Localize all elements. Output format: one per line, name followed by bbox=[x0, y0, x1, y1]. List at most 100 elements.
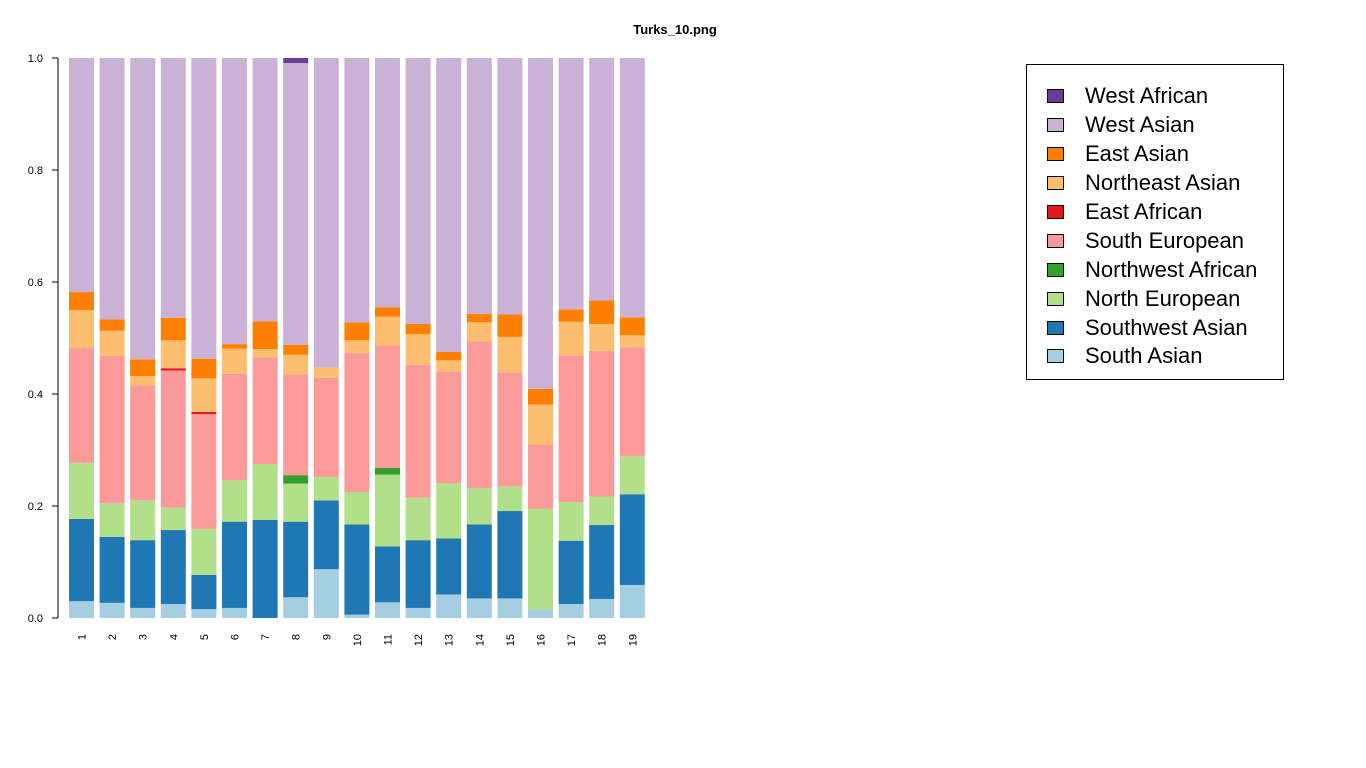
bar-segment bbox=[466, 341, 492, 489]
bar-segment bbox=[589, 58, 615, 301]
bar-segment bbox=[589, 350, 615, 497]
legend-label: South Asian bbox=[1085, 343, 1203, 369]
bar-segment bbox=[99, 58, 125, 320]
x-tick-label: 2 bbox=[107, 634, 119, 640]
legend-item: South European bbox=[1047, 226, 1283, 255]
legend-item: West Asian bbox=[1047, 111, 1283, 140]
bar-segment bbox=[130, 540, 156, 608]
bar-segment bbox=[375, 546, 400, 603]
bar-segment bbox=[99, 503, 125, 537]
bar-segment bbox=[99, 330, 125, 356]
bar-segment bbox=[528, 508, 553, 610]
bar-segment bbox=[130, 607, 156, 618]
bar-segment bbox=[375, 307, 400, 317]
bar-segment bbox=[283, 521, 309, 598]
bar-segment bbox=[160, 530, 186, 604]
bar-segment bbox=[375, 345, 400, 468]
bar-segment bbox=[558, 355, 584, 503]
bar-segment bbox=[375, 602, 400, 618]
chart-title: Turks_10.png bbox=[633, 22, 717, 37]
bar-segment bbox=[160, 317, 186, 341]
bar-segment bbox=[252, 357, 278, 464]
legend-item: North European bbox=[1047, 284, 1283, 313]
legend-label: West Asian bbox=[1085, 112, 1195, 138]
legend-swatch bbox=[1047, 205, 1064, 219]
bar-segment bbox=[497, 336, 523, 373]
bars-group bbox=[69, 58, 645, 618]
bar-segment bbox=[589, 496, 615, 526]
bar-segment bbox=[375, 316, 400, 346]
legend-label: Northeast Asian bbox=[1085, 170, 1241, 196]
legend-swatch bbox=[1047, 89, 1064, 104]
bar-segment bbox=[558, 502, 584, 541]
bar-segment bbox=[405, 364, 431, 498]
bar-segment bbox=[99, 536, 125, 603]
bar-segment bbox=[466, 524, 492, 599]
bar-segment bbox=[69, 292, 94, 310]
bar-segment bbox=[619, 335, 645, 348]
legend-item: East African bbox=[1047, 198, 1283, 227]
y-tick-label: 0.4 bbox=[28, 389, 43, 401]
bar-segment bbox=[436, 371, 462, 484]
bar-segment bbox=[191, 574, 217, 610]
x-tick-label: 13 bbox=[444, 634, 456, 646]
bar-segment bbox=[283, 344, 309, 355]
bar-segment bbox=[558, 309, 584, 322]
bar-segment bbox=[558, 604, 584, 618]
legend-swatch bbox=[1047, 262, 1064, 277]
bar-segment bbox=[558, 540, 584, 604]
bar-segment bbox=[252, 349, 278, 358]
bar-segment bbox=[313, 367, 339, 378]
legend-swatch bbox=[1047, 233, 1064, 248]
x-tick-label: 16 bbox=[536, 634, 548, 646]
bar-segment bbox=[222, 373, 247, 481]
bar-segment bbox=[99, 319, 125, 331]
bar-segment bbox=[69, 348, 94, 463]
legend-swatch bbox=[1047, 349, 1064, 364]
bar-segment bbox=[405, 607, 431, 618]
y-tick-label: 1.0 bbox=[28, 53, 43, 65]
bar-segment bbox=[466, 488, 492, 525]
bar-segment bbox=[222, 344, 247, 349]
bar-segment bbox=[466, 598, 492, 618]
bar-segment bbox=[344, 353, 370, 492]
bar-segment bbox=[313, 377, 339, 477]
bar-segment bbox=[191, 609, 217, 618]
x-tick-label: 3 bbox=[138, 634, 150, 640]
bar-segment bbox=[283, 597, 309, 618]
bar-segment bbox=[283, 58, 309, 64]
bar-segment bbox=[589, 324, 615, 351]
legend-item: Northeast Asian bbox=[1047, 169, 1283, 198]
bar-segment bbox=[589, 598, 615, 618]
bar-segment bbox=[222, 607, 247, 618]
x-tick-label: 12 bbox=[413, 634, 425, 646]
x-tick-label: 17 bbox=[566, 634, 578, 646]
legend-swatch bbox=[1047, 291, 1064, 306]
bar-segment bbox=[160, 370, 186, 508]
bar-segment bbox=[160, 368, 186, 371]
bar-segment bbox=[589, 300, 615, 324]
bar-segment bbox=[252, 520, 278, 618]
bar-segment bbox=[528, 609, 553, 618]
bar-segment bbox=[405, 334, 431, 365]
bar-segment bbox=[528, 404, 553, 445]
legend-item: West African bbox=[1047, 82, 1283, 111]
bar-segment bbox=[497, 314, 523, 337]
legend-label: South European bbox=[1085, 227, 1245, 253]
bar-segment bbox=[375, 58, 400, 308]
bar-segment bbox=[497, 511, 523, 599]
legend-item: Northwest African bbox=[1047, 255, 1283, 284]
bar-segment bbox=[313, 569, 339, 618]
bar-segment bbox=[69, 310, 94, 349]
bar-segment bbox=[619, 584, 645, 618]
bar-segment bbox=[436, 483, 462, 539]
bar-segment bbox=[619, 456, 645, 495]
bar-segment bbox=[283, 63, 309, 345]
bar-segment bbox=[160, 507, 186, 531]
bar-segment bbox=[466, 313, 492, 323]
bar-segment bbox=[344, 492, 370, 525]
bar-segment bbox=[619, 494, 645, 585]
bar-segment bbox=[466, 58, 492, 314]
legend-item: East Asian bbox=[1047, 140, 1283, 169]
bar-segment bbox=[222, 58, 247, 345]
